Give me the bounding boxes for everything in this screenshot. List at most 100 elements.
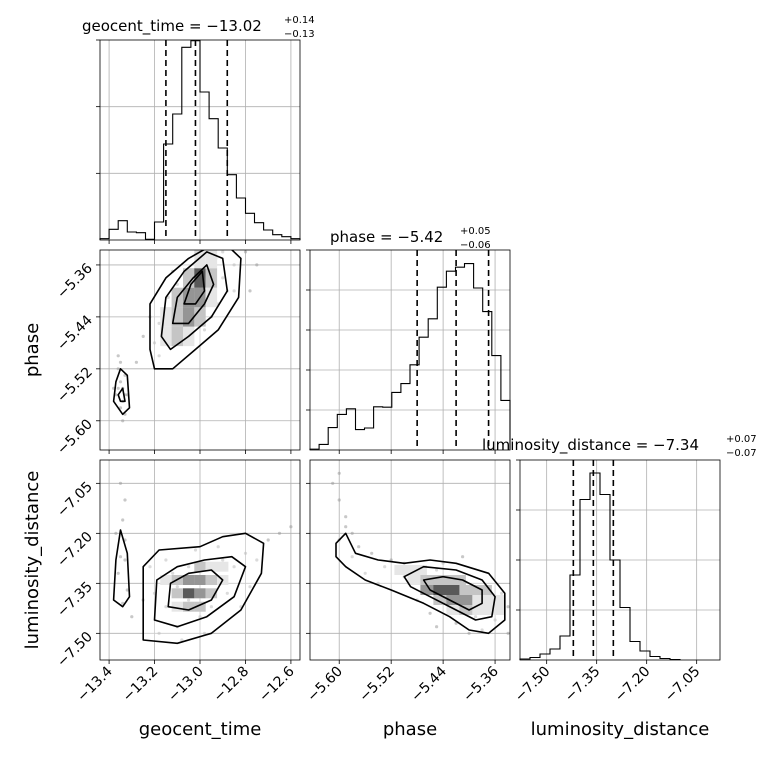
gridlines [100,40,720,660]
pair-geocent-time-vs-luminosity-distance-contour-3 [112,529,131,608]
pair-phase-vs-luminosity-distance-point-27 [350,555,354,559]
pair-phase-vs-luminosity-distance-xtick-label-1: −5.52 [356,664,398,706]
pair-geocent-time-vs-phase-point-11 [116,367,120,371]
pair-geocent-time-vs-luminosity-distance-point-36 [202,631,207,635]
pair-geocent-time-vs-luminosity-distance-density-5 [194,588,206,599]
pair-phase-vs-luminosity-distance-point-34 [461,555,465,559]
title-phase: phase = −5.42 [330,228,443,246]
pair-geocent-time-vs-luminosity-distance-density-15 [160,575,172,585]
pair-geocent-time-vs-luminosity-distance-contour-2 [167,569,224,611]
pair-phase-vs-luminosity-distance-density-2 [433,575,466,585]
pair-geocent-time-vs-luminosity-distance-density-3 [171,588,183,599]
pair-geocent-time-vs-luminosity-distance-density-14 [217,561,229,572]
pair-geocent-time-vs-phase-density-14 [194,250,206,269]
pair-geocent-time-vs-luminosity-distance-point-38 [164,558,168,562]
pair-geocent-time-vs-luminosity-distance-density-0 [171,601,183,612]
pair-phase-vs-luminosity-distance-point-33 [493,618,497,622]
pair-geocent-time-vs-phase-point-44 [157,354,161,358]
pair-geocent-time-vs-luminosity-distance-point-33 [180,638,184,642]
pair-phase-vs-luminosity-distance-xtick-label-3: −5.36 [460,663,502,705]
pair-geocent-time-vs-luminosity-distance-point-9 [123,558,127,562]
title-phase-main: phase = −5.42 [330,228,443,246]
pair-geocent-time-vs-luminosity-distance-content [112,481,293,645]
pair-phase-vs-luminosity-distance-point-38 [435,625,439,629]
pair-geocent-time-vs-luminosity-distance-point-6 [125,588,129,592]
pair-geocent-time-vs-luminosity-distance-point-26 [193,548,198,552]
pair-geocent-time-vs-luminosity-distance-point-25 [266,538,270,542]
xlabel-luminosity-distance: luminosity_distance [531,719,710,740]
title-luminosity-distance-main: luminosity_distance = −7.34 [482,436,699,455]
title-geocent-time-main: geocent_time = −13.02 [82,17,262,36]
pair-phase-vs-luminosity-distance-bg [310,460,510,660]
pair-geocent-time-vs-luminosity-distance-point-20 [187,565,191,569]
pair-geocent-time-vs-luminosity-distance-point-13 [175,585,179,589]
pair-geocent-time-vs-luminosity-distance-contour-1 [153,555,247,628]
pair-phase-vs-luminosity-distance-point-4 [357,545,361,549]
pair-geocent-time-vs-phase-content [112,250,259,423]
pair-geocent-time-vs-phase-point-49 [134,360,138,364]
title-luminosity-distance: luminosity_distance = −7.34 [482,436,699,455]
pair-geocent-time-vs-luminosity-distance-ytick-label-1: −7.35 [54,579,96,621]
pair-phase-vs-luminosity-distance-point-21 [428,611,432,615]
hist-luminosity-distance-step [519,472,681,661]
pair-geocent-time-vs-luminosity-distance-density-1 [183,601,195,612]
pair-geocent-time-vs-luminosity-distance-point-7 [121,601,125,605]
pair-phase-vs-luminosity-distance-xtick-label-2: −5.44 [408,663,450,705]
xlabel-geocent-time: geocent_time [139,719,262,740]
pair-geocent-time-vs-luminosity-distance-ytick-label-0: −7.50 [54,629,96,671]
hist-luminosity-distance-xtick-label-3: −7.05 [662,664,704,706]
pair-geocent-time-vs-luminosity-distance-point-32 [216,545,220,549]
pair-phase-vs-luminosity-distance-contour-2 [422,575,483,611]
ylabel-phase: phase [22,323,43,377]
pair-geocent-time-vs-phase-contour-4 [112,367,131,416]
pair-geocent-time-vs-luminosity-distance-point-28 [225,591,229,595]
pair-geocent-time-vs-luminosity-distance-density-6 [205,588,218,599]
pair-geocent-time-vs-phase-point-24 [152,341,157,345]
pair-geocent-time-vs-phase-point-3 [116,386,120,390]
pair-geocent-time-vs-phase-point-38 [141,334,145,338]
pair-geocent-time-vs-luminosity-distance-density-2 [194,601,206,612]
pair-geocent-time-vs-phase-ytick-label-2: −5.44 [54,312,96,354]
pair-geocent-time-vs-phase-point-14 [118,380,123,384]
pair-phase-vs-luminosity-distance-point-28 [363,571,367,575]
pair-phase-vs-luminosity-distance-point-26 [331,481,335,485]
pair-geocent-time-vs-phase-density-8 [183,287,195,308]
pair-geocent-time-vs-phase-density-10 [205,287,218,308]
pair-geocent-time-vs-phase-point-7 [121,419,125,423]
pair-geocent-time-vs-phase-density-15 [205,250,218,269]
pair-geocent-time-vs-phase-point-4 [118,406,123,410]
hist-phase-frame [309,249,511,451]
pair-geocent-time-vs-luminosity-distance-point-16 [232,565,236,569]
pair-geocent-time-vs-luminosity-distance-point-11 [187,598,191,602]
pair-geocent-time-vs-phase-point-25 [232,263,236,267]
pair-phase-vs-luminosity-distance-point-31 [506,605,510,609]
plot-data [99,40,681,661]
pair-phase-vs-luminosity-distance-contour-0 [335,532,506,635]
pair-phase-vs-luminosity-distance-point-39 [506,631,510,635]
title-phase-minus: −0.06 [460,240,491,251]
pair-geocent-time-vs-luminosity-distance-point-21 [209,605,213,609]
pair-geocent-time-vs-luminosity-distance-point-29 [157,631,161,635]
pair-geocent-time-vs-luminosity-distance-point-23 [255,558,259,562]
pair-geocent-time-vs-luminosity-distance-density-13 [205,561,218,572]
pair-geocent-time-vs-luminosity-distance-ytick-label-2: −7.20 [54,529,96,571]
xlabel-phase: phase [383,719,437,740]
pair-phase-vs-luminosity-distance-point-0 [337,498,341,502]
pair-geocent-time-vs-phase-point-33 [232,289,236,293]
pair-geocent-time-vs-phase-density-6 [194,307,206,327]
pair-geocent-time-vs-luminosity-distance-density-9 [194,575,206,585]
pair-phase-vs-luminosity-distance-point-17 [474,615,478,619]
pair-geocent-time-vs-phase-ytick-label-1: −5.52 [54,364,96,406]
pair-geocent-time-vs-phase-point-8 [118,360,123,364]
pair-phase-vs-luminosity-distance-xtick-label-0: −5.60 [304,664,346,706]
pair-phase-vs-luminosity-distance-point-20 [500,591,504,595]
pair-phase-vs-luminosity-distance-point-5 [370,551,374,555]
pair-phase-vs-luminosity-distance-density-10 [472,595,505,605]
pair-geocent-time-vs-phase-contour-2 [171,264,215,325]
pair-geocent-time-vs-phase-density-3 [160,307,172,327]
pair-geocent-time-vs-phase-density-1 [171,326,183,347]
pair-phase-vs-luminosity-distance-point-1 [344,515,348,519]
pair-geocent-time-vs-luminosity-distance-xtick-label-2: −13.0 [165,664,207,706]
hist-luminosity-distance-xtick-label-2: −7.20 [612,664,654,706]
title-luminosity-distance-minus: −0.07 [726,448,757,459]
